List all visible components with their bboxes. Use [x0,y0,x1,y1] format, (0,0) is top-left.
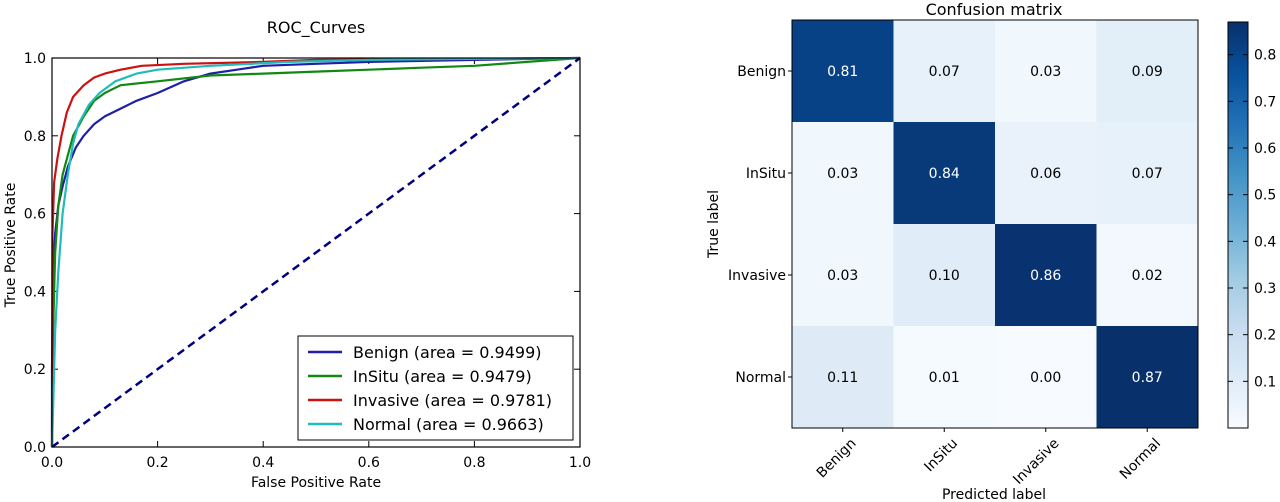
colorbar-tick-label: 0.6 [1254,141,1276,157]
cm-cell-value: 0.87 [1132,370,1163,386]
cm-y-tick-label: Invasive [728,268,786,284]
roc-y-tick-label: 0.8 [24,129,46,145]
cm-cell-value: 0.03 [1030,64,1061,80]
roc-plot-frame [51,57,581,448]
roc-y-tick-label: 0.4 [24,284,46,300]
cm-cell-value: 0.81 [827,64,858,80]
legend-label: Benign (area = 0.9499) [353,343,542,362]
roc-x-tick-label: 0.0 [41,455,63,471]
colorbar-tick-label: 0.3 [1254,281,1276,297]
cm-cell [1096,122,1199,225]
cm-cell-value: 0.03 [827,268,858,284]
colorbar-tick-label: 0.7 [1254,94,1276,110]
colorbar-tick-label: 0.1 [1254,374,1276,390]
cm-x-tick-label: InSitu [921,436,961,476]
confusion-matrix-chart: Confusion matrix 0.81 0.07 0.03 0.090.03 0.8… [706,0,1276,502]
cm-cell-value: 0.00 [1030,370,1061,386]
colorbar-ticks: 0.1 0.2 0.3 0.4 0.5 0.6 0.7 0.8 [1228,48,1276,390]
cm-x-axis-label: Predicted label [942,487,1046,502]
cm-cell-value: 0.11 [827,370,858,386]
cm-y-tick-label: Benign [737,64,786,80]
cm-cell-value: 0.84 [929,166,960,182]
cm-cell [792,224,894,327]
roc-y-tick-label: 0.2 [24,362,46,378]
roc-y-axis-label: True Positive Rate [3,183,19,309]
roc-title: ROC_Curves [267,18,365,38]
cm-cell-value: 0.03 [827,166,858,182]
cm-y-axis-label: True label [706,190,722,259]
cm-cell [995,224,1097,327]
roc-y-tick-label: 0.0 [24,440,46,456]
roc-x-tick-label: 0.8 [463,455,485,471]
cm-cell-value: 0.10 [929,268,960,284]
cm-cell [893,122,996,225]
cm-cells: 0.81 0.07 0.03 0.09 0.03 0.84 0.06 0.07 0.03 0.10… [792,20,1199,429]
roc-series-line-1 [50,56,581,448]
cm-cell-value: 0.02 [1132,268,1163,284]
roc-x-tick-label: 0.4 [252,455,274,471]
cm-cell-value: 0.09 [1132,64,1163,80]
cm-y-tick-label: Normal [735,370,786,386]
cm-cell [995,20,1097,123]
colorbar-tick-label: 0.4 [1254,234,1276,250]
cm-cell-value: 0.01 [929,370,960,386]
roc-chart: ROC_Curves False Positive Rate True Posi… [3,18,591,491]
cm-title: Confusion matrix [926,0,1063,19]
cm-cell [792,20,894,123]
cm-cell-value: 0.06 [1030,166,1061,182]
cm-cell [995,122,1097,225]
cm-cell [1096,326,1199,429]
cm-cell-value: 0.86 [1030,268,1061,284]
cm-cell-value: 0.07 [929,64,960,80]
roc-x-tick-label: 0.6 [358,455,380,471]
cm-frame [791,19,1199,429]
cm-cell [893,326,996,429]
cm-cell [1096,224,1199,327]
legend-box [297,335,574,441]
roc-y-tick-label: 0.6 [24,207,46,223]
roc-chance-line [51,56,581,449]
roc-legend: Benign (area = 0.9499) InSitu (area = 0.9… [297,335,574,441]
cm-y-tick-label: InSitu [746,166,786,182]
cm-cell [792,326,894,429]
legend-label: InSitu (area = 0.9479) [353,367,532,386]
colorbar-tick-label: 0.8 [1254,48,1276,64]
colorbar-tick-label: 0.5 [1254,188,1276,204]
roc-y-tick-label: 1.0 [24,51,46,67]
cm-cell [893,224,996,327]
roc-x-tick-label: 1.0 [569,455,591,471]
roc-x-axis-label: False Positive Rate [251,475,381,491]
cm-cell [1096,20,1199,123]
roc-lines [50,56,581,449]
roc-x-tick-label: 0.2 [146,455,168,471]
legend-label: Invasive (area = 0.9781) [353,391,552,410]
cm-x-tick-label: Benign [814,436,860,482]
legend-label: Normal (area = 0.9663) [353,415,544,434]
cm-x-tick-label: Normal [1117,436,1164,483]
cm-x-tick-label: Invasive [1010,436,1062,488]
colorbar [1227,21,1249,429]
colorbar-tick-label: 0.2 [1254,328,1276,344]
cm-cell [995,326,1097,429]
cm-cell [792,122,894,225]
cm-cell-value: 0.07 [1132,166,1163,182]
cm-cell [893,20,996,123]
roc-series-line-3 [50,56,581,448]
